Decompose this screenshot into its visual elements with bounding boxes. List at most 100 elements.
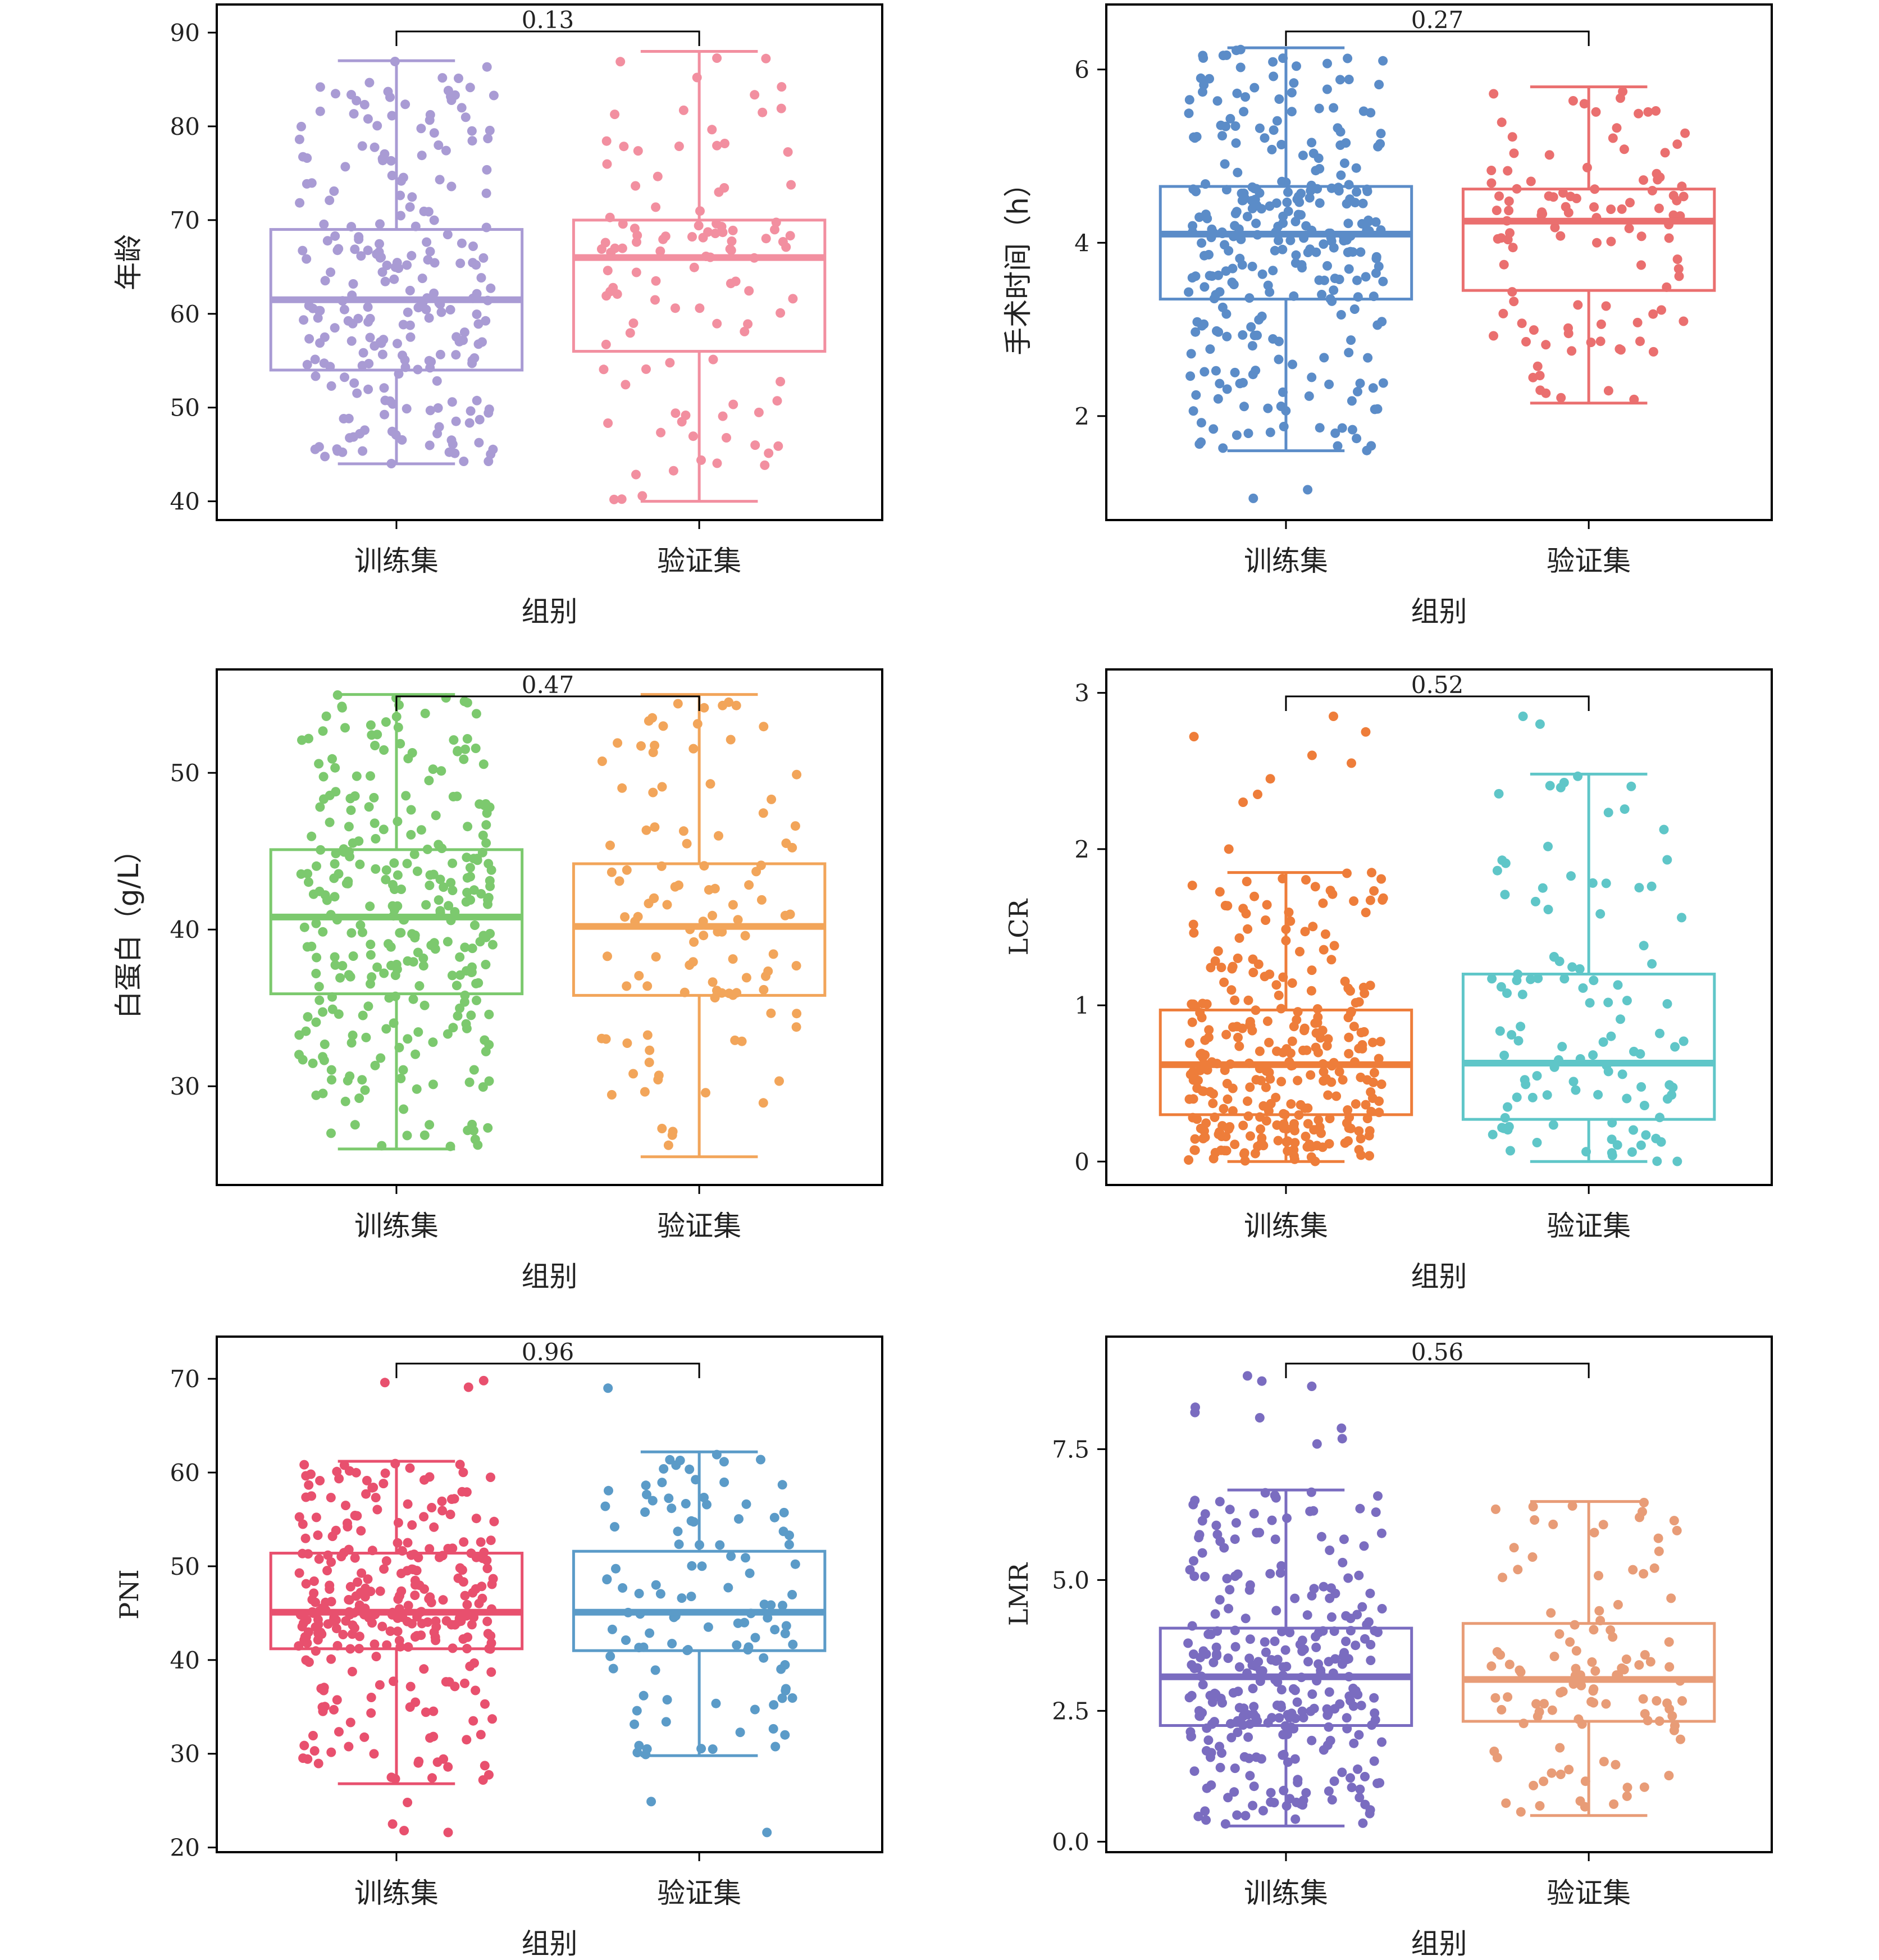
data-point xyxy=(1184,287,1194,297)
data-point xyxy=(685,1464,695,1474)
data-point xyxy=(340,723,350,733)
data-point xyxy=(1556,782,1566,792)
data-point xyxy=(696,455,706,465)
data-point xyxy=(718,411,728,421)
data-point xyxy=(1237,188,1247,198)
data-point xyxy=(381,1024,391,1034)
data-point xyxy=(1223,1793,1233,1803)
data-point xyxy=(1323,1090,1333,1100)
data-point xyxy=(338,961,348,971)
data-point xyxy=(1218,443,1228,453)
data-point xyxy=(359,1732,370,1742)
data-point xyxy=(1226,1719,1235,1729)
data-point xyxy=(1290,217,1301,226)
data-point xyxy=(1199,80,1209,90)
data-point xyxy=(1200,1132,1210,1142)
data-point xyxy=(302,359,312,370)
data-point xyxy=(1263,280,1273,290)
data-point xyxy=(445,305,455,314)
data-point xyxy=(603,951,612,961)
data-point xyxy=(1263,403,1273,413)
data-point xyxy=(658,721,668,731)
data-point xyxy=(662,900,672,910)
data-point xyxy=(1261,1082,1271,1092)
x-tick-label: 训练集 xyxy=(354,1210,439,1242)
data-point xyxy=(1561,202,1571,212)
data-point xyxy=(1301,221,1311,231)
data-point xyxy=(770,225,779,235)
data-point xyxy=(1349,896,1359,906)
data-point xyxy=(1378,895,1388,905)
data-point xyxy=(1226,1733,1237,1743)
data-point xyxy=(1368,1037,1378,1047)
data-point xyxy=(783,147,793,157)
data-point xyxy=(1648,347,1658,357)
data-point xyxy=(363,302,373,312)
data-point xyxy=(1521,337,1531,347)
data-point xyxy=(772,396,782,406)
data-point xyxy=(1249,1781,1259,1792)
data-point xyxy=(653,171,663,181)
data-point xyxy=(1289,1151,1299,1161)
data-point xyxy=(1513,1565,1523,1575)
data-point xyxy=(392,964,402,974)
data-point xyxy=(656,427,666,437)
data-point xyxy=(651,952,661,962)
data-point xyxy=(1274,354,1284,364)
data-point xyxy=(670,882,680,892)
data-point xyxy=(712,458,722,468)
data-point xyxy=(1239,1703,1249,1713)
y-tick-label: 3 xyxy=(1074,680,1089,707)
data-point xyxy=(1620,804,1630,814)
data-point xyxy=(631,470,641,480)
data-point xyxy=(1306,986,1316,996)
data-point xyxy=(371,1652,381,1662)
data-point xyxy=(728,900,738,910)
data-point xyxy=(1567,1501,1577,1511)
data-point xyxy=(429,1522,439,1532)
data-point xyxy=(659,1464,669,1474)
y-tick-label: 2 xyxy=(1074,836,1089,863)
data-point xyxy=(780,1629,790,1639)
data-point xyxy=(478,831,488,840)
data-point xyxy=(1232,88,1242,98)
data-point xyxy=(405,332,416,342)
data-point xyxy=(655,1589,665,1599)
data-point xyxy=(1664,1080,1675,1090)
data-point xyxy=(1230,995,1240,1005)
data-point xyxy=(462,1023,472,1033)
data-point xyxy=(1360,988,1370,999)
data-point xyxy=(695,303,705,313)
data-point xyxy=(1608,1632,1618,1642)
data-point xyxy=(469,1065,479,1075)
iqr-box xyxy=(1461,1622,1716,1723)
data-point xyxy=(1351,998,1361,1008)
data-point xyxy=(707,125,717,135)
data-point xyxy=(682,838,692,849)
data-point xyxy=(1197,1548,1207,1558)
outlier-point xyxy=(1238,797,1248,807)
data-point xyxy=(1362,1114,1372,1124)
data-point xyxy=(712,53,722,63)
data-point xyxy=(326,1557,336,1567)
data-point xyxy=(462,966,471,976)
data-point xyxy=(411,1580,420,1590)
data-point xyxy=(1606,1031,1616,1041)
data-point xyxy=(642,1744,652,1754)
data-point xyxy=(1189,1145,1200,1155)
data-point xyxy=(603,418,613,428)
data-point xyxy=(363,114,373,124)
data-point xyxy=(307,941,317,951)
data-point xyxy=(318,1007,328,1017)
data-point xyxy=(311,1017,321,1027)
data-point xyxy=(1486,166,1497,175)
data-point xyxy=(1670,1042,1680,1052)
data-point xyxy=(1349,1738,1359,1748)
data-point xyxy=(348,951,358,961)
data-point xyxy=(1486,1661,1497,1671)
data-point xyxy=(1677,1696,1687,1706)
data-point xyxy=(1261,1647,1271,1657)
data-point xyxy=(393,1594,403,1604)
data-point xyxy=(1211,1689,1221,1699)
data-point xyxy=(1247,262,1257,271)
